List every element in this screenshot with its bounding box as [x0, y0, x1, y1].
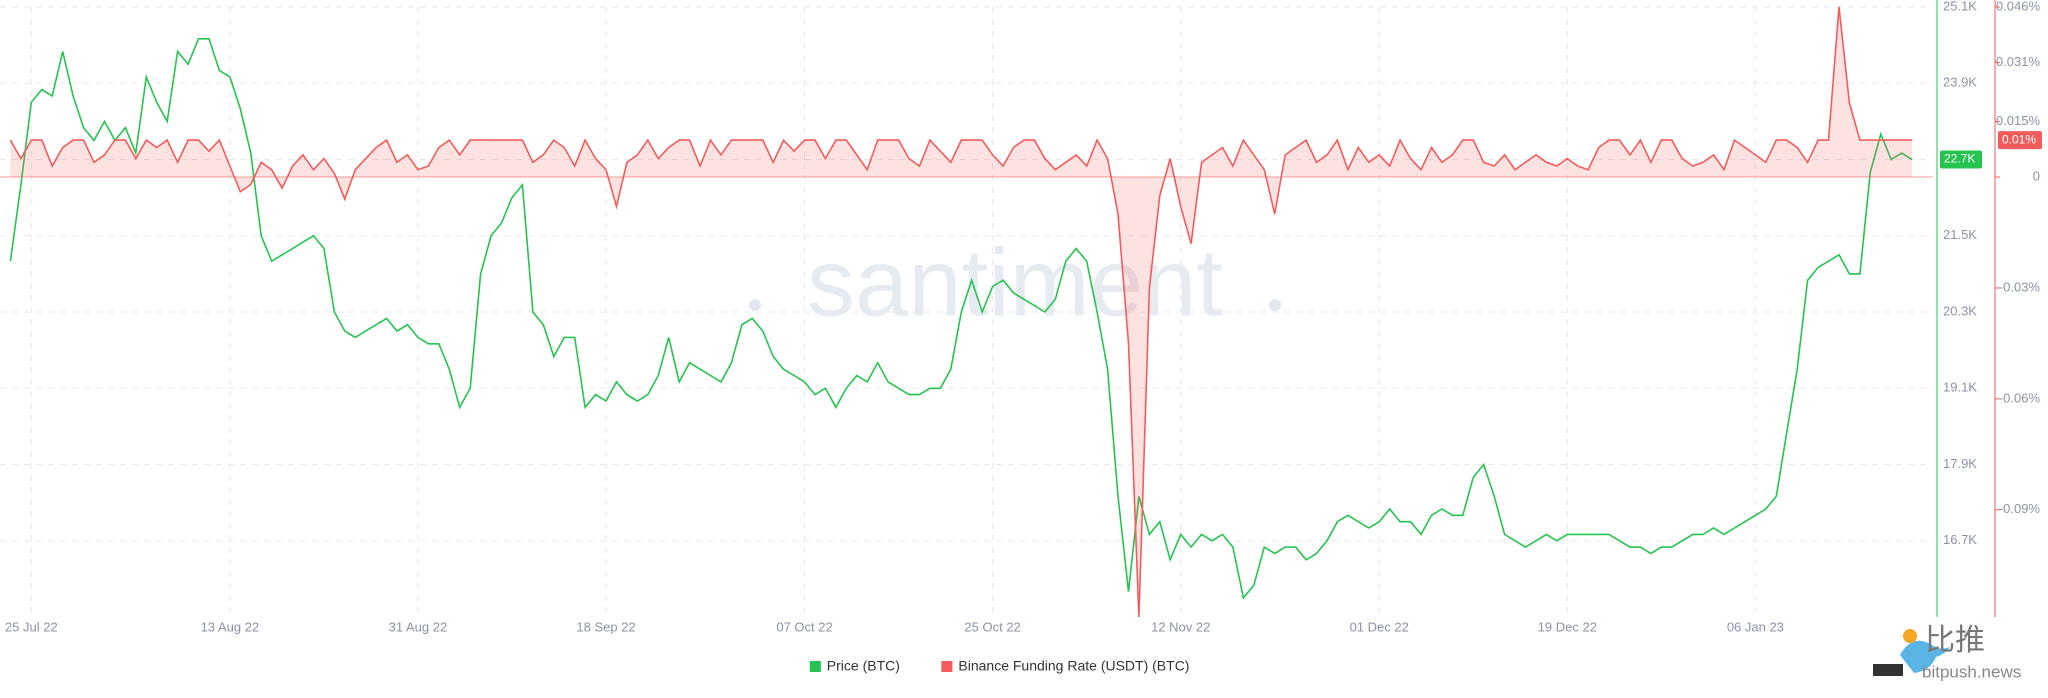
legend-swatch [941, 661, 953, 672]
y2-tick-label: 0.031% [1996, 54, 2041, 69]
y2-tick-label: -0.03% [1999, 279, 2041, 294]
last-value-label: 22.7K [1944, 152, 1975, 166]
y2-tick-label: -0.06% [1999, 390, 2041, 405]
y-tick-label: 19.1K [1943, 380, 1977, 395]
y2-tick-label: 0 [2033, 168, 2040, 183]
last-value-box [1998, 131, 2042, 150]
y-tick-label: 23.9K [1943, 75, 1977, 90]
watermark-dot [1269, 299, 1281, 311]
series-line [9, 38, 1913, 600]
brand-coin [1903, 629, 1917, 643]
brand-logo-base [1873, 664, 1903, 676]
funding-area [10, 7, 1913, 617]
y-tick-label: 16.7K [1943, 532, 1977, 547]
series-line [9, 6, 1913, 618]
last-value-label: 0.01% [2002, 132, 2036, 146]
x-tick-label: 31 Aug 22 [389, 619, 448, 634]
x-tick-label: 12 Nov 22 [1151, 619, 1210, 634]
y-tick-label: 25.1K [1943, 0, 1977, 13]
legend-swatch [809, 661, 821, 672]
brand: 比推 bitpush.news [1873, 624, 2021, 681]
brand-logo [1900, 640, 1950, 673]
x-tick-label: 25 Oct 22 [964, 619, 1020, 634]
brand-site: bitpush.news [1922, 662, 2021, 681]
last-value-box [1940, 150, 1982, 169]
watermark-dot [749, 299, 761, 311]
y2-tick-label: -0.09% [1999, 501, 2041, 516]
y-tick-label: 17.9K [1943, 456, 1977, 471]
legend-label: Price (BTC) [827, 658, 900, 674]
x-tick-label: 06 Jan 23 [1727, 619, 1784, 634]
legend: Price (BTC) Binance Funding Rate (USDT) (… [809, 658, 1189, 674]
x-tick-label: 25 Jul 22 [5, 619, 58, 634]
y2-tick-label: 0.046% [1996, 0, 2041, 13]
x-tick-label: 01 Dec 22 [1350, 619, 1409, 634]
x-tick-label: 13 Aug 22 [201, 619, 260, 634]
y-tick-label: 20.3K [1943, 303, 1977, 318]
y-tick-label: 21.5K [1943, 227, 1977, 242]
x-tick-label: 07 Oct 22 [776, 619, 832, 634]
y2-tick-label: 0.015% [1996, 113, 2041, 128]
legend-label: Binance Funding Rate (USDT) (BTC) [958, 658, 1189, 674]
x-tick-label: 19 Dec 22 [1538, 619, 1597, 634]
x-tick-label: 18 Sep 22 [576, 619, 635, 634]
brand-name: 比推 [1925, 624, 1985, 657]
watermark: santiment [749, 229, 1281, 336]
watermark-text: santiment [807, 229, 1223, 336]
